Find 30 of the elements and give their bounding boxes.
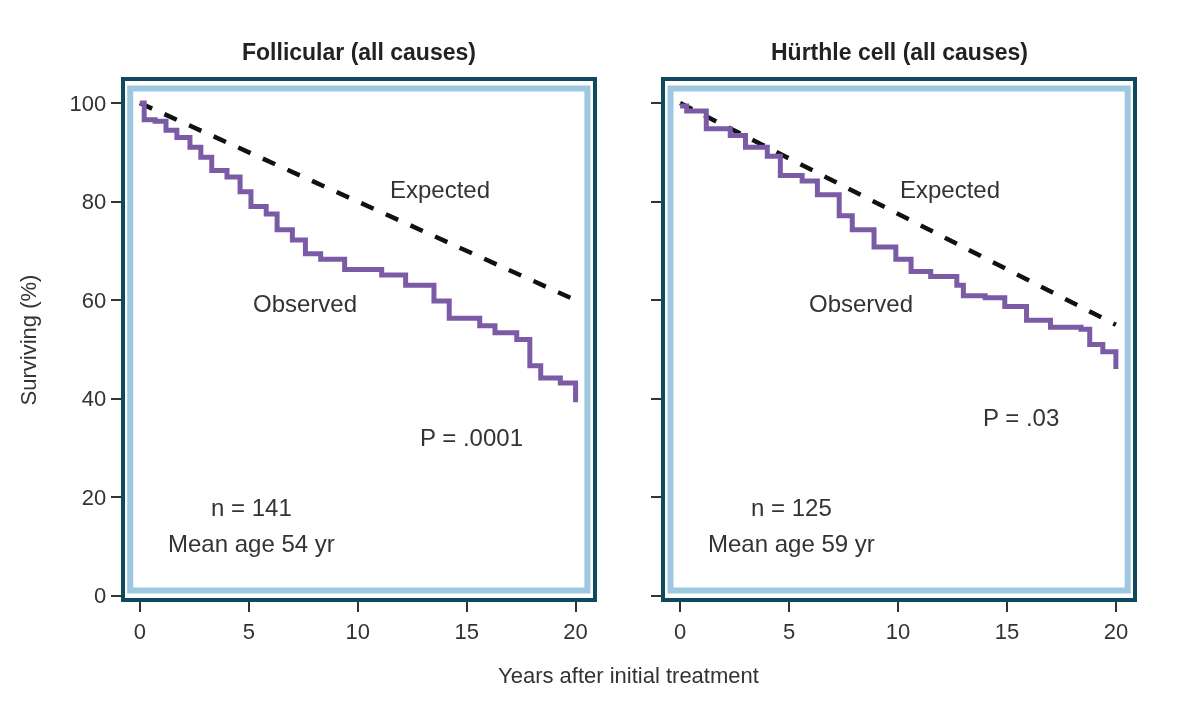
x-tick-label: 0 [133,618,146,644]
y-tick-label: 0 [93,583,107,609]
annotation: P = .0001 [420,424,523,451]
annotation: Observed [809,290,914,317]
x-tick-label: 15 [454,618,479,644]
y-tick-label: 20 [81,484,107,510]
annotation: n = 141 [211,494,292,521]
x-tick-label: 10 [345,618,370,644]
y-tick-label: 60 [81,287,107,313]
annotation: P = .03 [983,404,1060,431]
x-tick-label: 5 [782,618,796,644]
x-tick-label: 20 [563,618,588,644]
y-axis-title: Surviving (%) [16,274,42,406]
x-tick-label: 0 [674,618,687,644]
annotation: Expected [390,176,491,203]
x-tick-label: 10 [885,618,911,644]
chart-title: Hürthle cell (all causes) [771,39,1028,65]
x-tick-label: 5 [242,618,255,644]
y-tick-label: 80 [81,189,107,215]
annotation: Mean age 54 yr [168,530,335,557]
x-tick-label: 20 [1103,618,1129,644]
y-tick-label: 40 [81,386,107,412]
x-axis-title: Years after initial treatment [498,663,759,688]
x-tick-label: 15 [994,618,1020,644]
chart-title: Follicular (all causes) [242,39,476,65]
y-tick-label: 100 [69,90,107,116]
annotation: Observed [253,290,358,317]
annotation: Mean age 59 yr [708,530,875,557]
annotation: Expected [900,176,1001,203]
annotation: n = 125 [751,494,832,521]
